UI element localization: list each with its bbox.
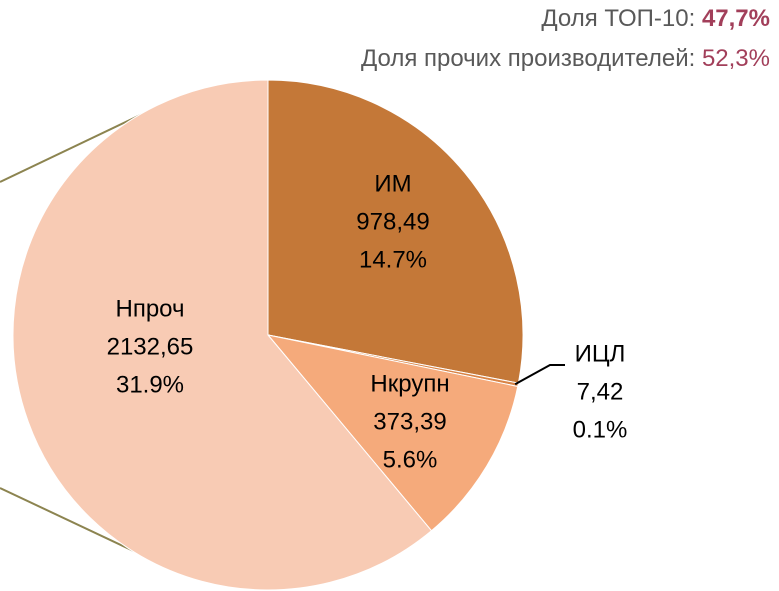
pie-slice bbox=[266, 334, 519, 532]
annotation: Доля ТОП-10: 47,7% bbox=[541, 5, 770, 32]
value-label: 978,49 bbox=[356, 208, 429, 235]
slice-label: Нкрупн bbox=[370, 370, 449, 397]
slice-label: ИМ bbox=[374, 170, 411, 197]
value-label: 373,39 bbox=[373, 408, 446, 435]
share-label: 31.9% bbox=[116, 371, 184, 398]
annotation-text: Доля ТОП-10: bbox=[541, 5, 695, 32]
annotation-value: 47,7% bbox=[702, 5, 770, 32]
slice-label: Нпроч bbox=[116, 295, 185, 322]
share-label: 14.7% bbox=[359, 246, 427, 273]
annotation-value: 52,3% bbox=[702, 45, 770, 72]
annotation: Доля прочих производителей: 52,3% bbox=[361, 45, 770, 72]
pie-slice bbox=[12, 79, 433, 591]
pie-slice bbox=[267, 79, 524, 384]
value-label: 7,42 bbox=[577, 378, 624, 405]
annotation-text: Доля прочих производителей: bbox=[361, 45, 695, 72]
share-label: 5.6% bbox=[383, 446, 438, 473]
slice-label: ИЦЛ bbox=[575, 340, 626, 367]
leader-line bbox=[514, 364, 565, 386]
share-label: 0.1% bbox=[573, 416, 628, 443]
connector-line bbox=[0, 107, 156, 183]
value-label: 2132,65 bbox=[107, 333, 194, 360]
